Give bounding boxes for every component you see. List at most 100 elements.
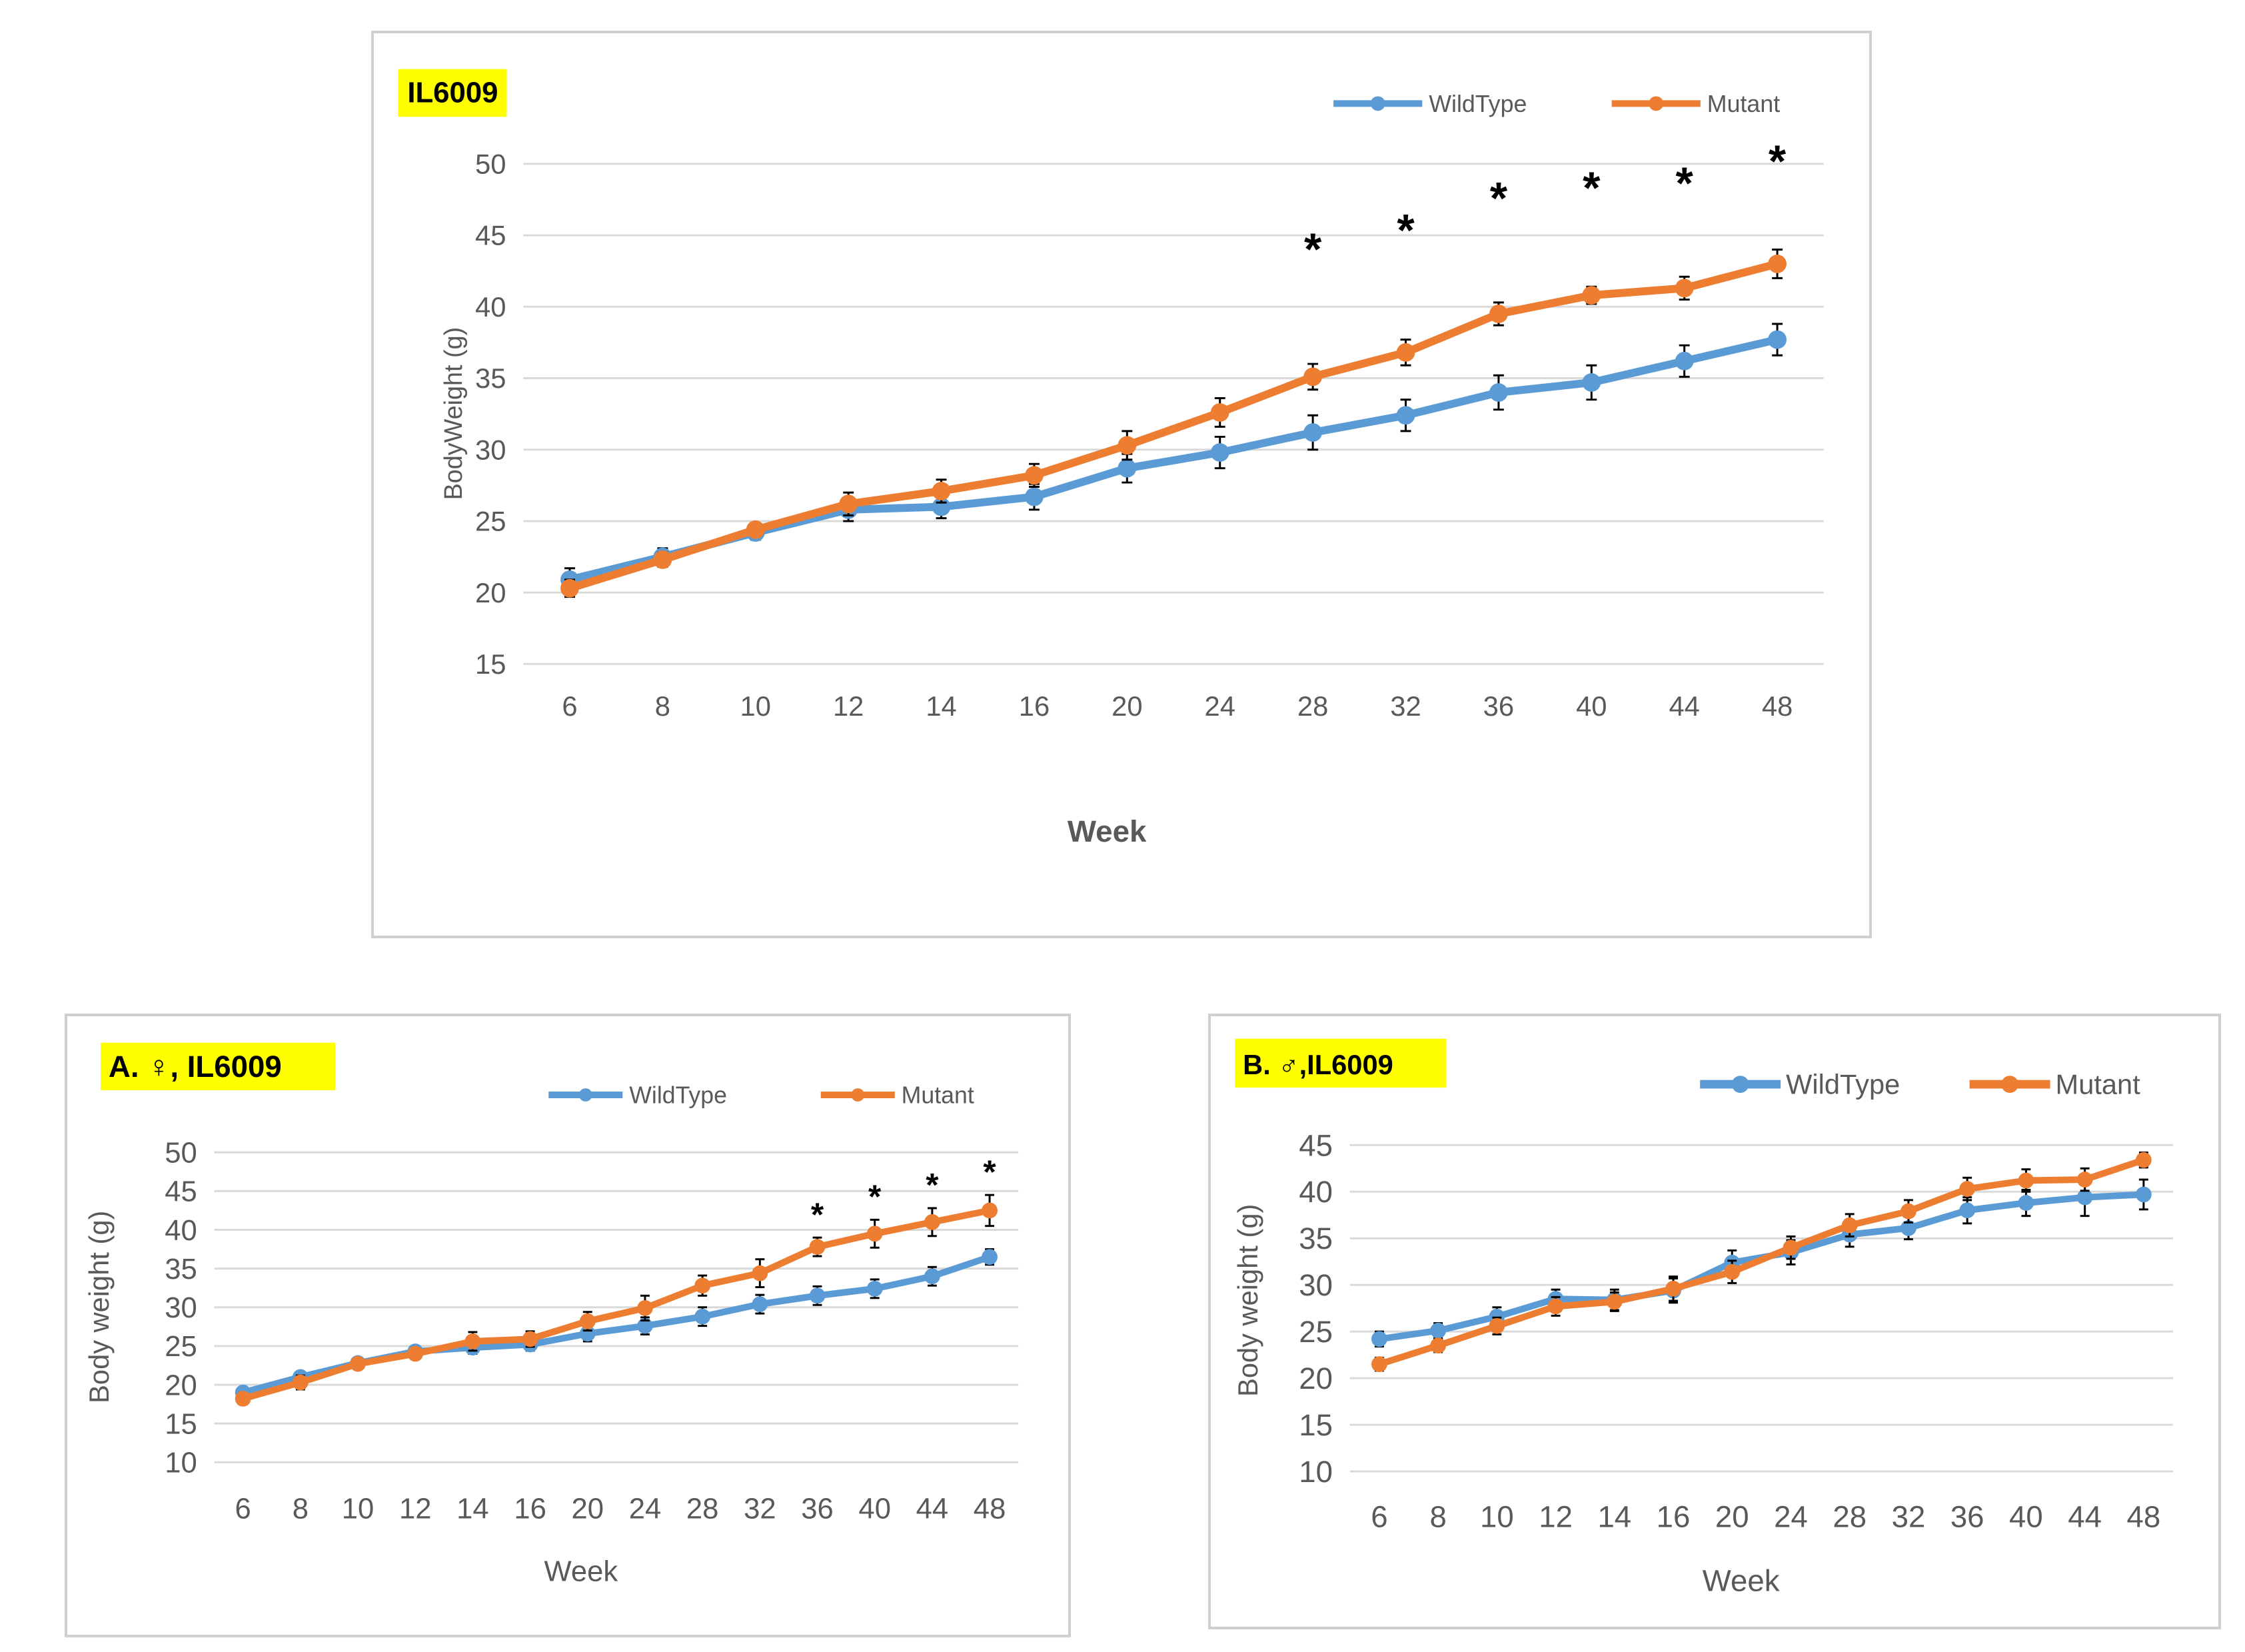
data-point-mutant [1303, 367, 1323, 387]
y-tick-label: 20 [1299, 1361, 1333, 1395]
chart-panel-il6009: IL6009 15 20 25 30 35 40 45 50 6 8 10 12 14 16 20 24 28 32… [371, 31, 1872, 938]
data-point-mutant [809, 1239, 826, 1255]
data-point-wildtype [1371, 1331, 1387, 1347]
x-tick-label: 14 [1597, 1499, 1631, 1533]
x-tick-label: 14 [926, 690, 956, 722]
y-tick-label: 25 [475, 506, 506, 537]
x-axis-title: Week [1068, 814, 1147, 848]
data-point-wildtype [1959, 1202, 1976, 1219]
data-point-mutant [1489, 1317, 1505, 1334]
data-point-mutant [1371, 1356, 1387, 1373]
data-point-mutant [1210, 403, 1229, 422]
data-point-mutant [407, 1345, 424, 1362]
x-tick-label: 40 [2009, 1499, 2043, 1533]
x-tick-label: 28 [686, 1493, 719, 1525]
x-tick-label: 16 [1019, 690, 1050, 722]
data-point-mutant [653, 550, 672, 569]
data-point-mutant [2076, 1172, 2093, 1188]
chart-panel-b-male: B. ♂,IL6009 10 15 20 25 30 35 40 45 6 8 10 12 14 16 20 2… [1208, 1014, 2221, 1629]
significance-star: * [926, 1166, 939, 1204]
x-tick-label: 16 [514, 1493, 546, 1525]
x-tick-label: 48 [2127, 1499, 2161, 1533]
data-point-mutant [1841, 1217, 1858, 1234]
x-tick-label: 40 [858, 1493, 891, 1525]
data-point-mutant [1665, 1280, 1681, 1297]
data-point-wildtype [1900, 1220, 1916, 1236]
chart-title: A. ♀, IL6009 [109, 1050, 282, 1084]
significance-star: * [1397, 205, 1415, 255]
significance-star: * [1583, 163, 1601, 213]
x-tick-label: 12 [399, 1493, 432, 1525]
y-tick-label: 45 [475, 220, 506, 251]
y-tick-label: 50 [475, 148, 506, 179]
data-point-mutant [292, 1374, 309, 1391]
data-point-mutant [522, 1331, 538, 1347]
y-tick-label: 10 [1299, 1455, 1333, 1489]
x-tick-label: 24 [1774, 1499, 1808, 1533]
legend-wildtype-label: WildType [629, 1082, 727, 1108]
y-tick-label: 30 [165, 1292, 197, 1324]
x-axis-title: Week [544, 1556, 618, 1588]
data-point-mutant [1430, 1337, 1447, 1354]
y-axis-title: Body weight (g) [1232, 1204, 1263, 1397]
x-tick-label: 36 [1483, 690, 1514, 722]
legend-wildtype-marker [578, 1088, 592, 1102]
data-point-mutant [1783, 1239, 1799, 1256]
legend-mutant-marker [851, 1088, 865, 1102]
data-point-wildtype [637, 1317, 653, 1334]
x-tick-label: 24 [1205, 690, 1235, 722]
data-point-mutant [839, 494, 858, 514]
data-point-wildtype [2018, 1195, 2034, 1211]
data-point-mutant [637, 1300, 653, 1316]
y-tick-label: 15 [475, 648, 506, 680]
legend-mutant-label: Mutant [1707, 91, 1780, 117]
data-point-mutant [1118, 436, 1137, 455]
series-line-mutant [239, 1207, 994, 1402]
data-point-mutant [464, 1333, 481, 1349]
x-tick-label: 44 [2068, 1499, 2102, 1533]
y-tick-label: 30 [1299, 1268, 1333, 1302]
data-point-wildtype [1303, 423, 1323, 442]
data-point-mutant [932, 482, 951, 500]
data-point-mutant [1724, 1263, 1741, 1280]
data-point-mutant [235, 1391, 251, 1407]
data-point-mutant [924, 1214, 940, 1230]
series-line-mutant [1375, 1156, 2147, 1368]
title-badge-highlight [101, 1042, 336, 1091]
x-tick-label: 20 [1112, 690, 1142, 722]
y-tick-label: 20 [165, 1369, 197, 1401]
legend-wildtype-label: WildType [1429, 91, 1527, 117]
x-tick-label: 12 [1539, 1499, 1573, 1533]
x-axis-title: Week [1703, 1563, 1780, 1597]
data-point-mutant [746, 520, 765, 539]
y-tick-label: 50 [165, 1138, 197, 1170]
data-point-mutant [1768, 255, 1787, 273]
data-point-mutant [2135, 1152, 2152, 1168]
legend-mutant-label: Mutant [2056, 1069, 2141, 1100]
data-point-wildtype [2135, 1186, 2152, 1203]
data-point-mutant [752, 1265, 768, 1281]
data-point-mutant [1396, 343, 1415, 362]
y-tick-label: 45 [165, 1176, 197, 1208]
y-tick-label: 15 [165, 1408, 197, 1440]
x-tick-label: 8 [655, 690, 670, 722]
data-point-mutant [1547, 1298, 1564, 1315]
legend-wildtype-marker [1731, 1076, 1749, 1093]
title-badge-highlight [1235, 1038, 1447, 1088]
chart-title: B. ♂,IL6009 [1243, 1049, 1393, 1080]
data-point-wildtype [1210, 443, 1229, 462]
data-point-wildtype [752, 1296, 768, 1312]
y-tick-label: 30 [475, 434, 506, 465]
y-axis-title: Body weight (g) [83, 1211, 115, 1403]
significance-star: * [868, 1178, 882, 1216]
x-tick-label: 44 [1669, 690, 1699, 722]
legend-mutant-label: Mutant [902, 1082, 974, 1108]
y-tick-label: 40 [1299, 1175, 1333, 1209]
legend-mutant-marker [1649, 96, 1664, 111]
x-tick-label: 10 [1480, 1499, 1514, 1533]
data-point-wildtype [1025, 487, 1044, 506]
data-point-mutant [866, 1226, 883, 1242]
chart-panel-a-female: A. ♀, IL6009 10 15 20 25 30 35 40 45 50 6 8 10 12 14 16… [65, 1014, 1071, 1637]
data-point-wildtype [2076, 1189, 2093, 1206]
data-point-wildtype [982, 1249, 998, 1265]
